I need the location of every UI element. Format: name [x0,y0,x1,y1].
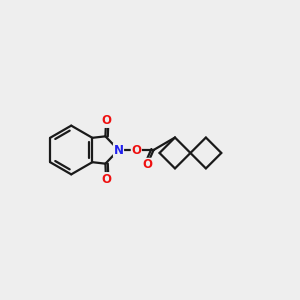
Text: O: O [101,114,111,128]
Text: N: N [113,143,124,157]
Text: O: O [101,172,111,186]
Text: O: O [131,143,141,157]
Text: O: O [142,158,152,171]
